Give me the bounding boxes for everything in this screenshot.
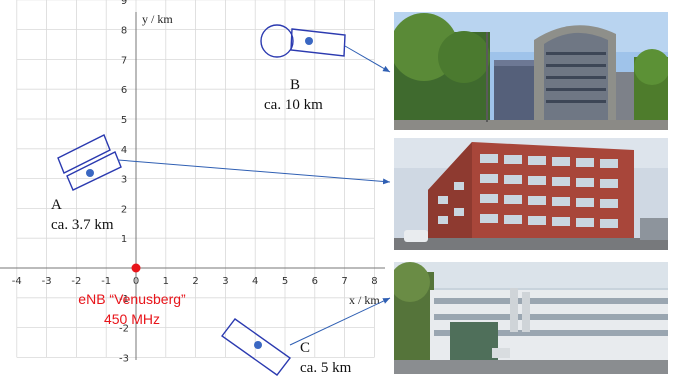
- x-tick-label: 6: [312, 276, 318, 287]
- y-tick-label: 1: [121, 234, 127, 245]
- x-tick-label: -3: [42, 276, 52, 287]
- y-tick-label: 7: [121, 55, 127, 66]
- y-tick-label: 6: [121, 85, 127, 96]
- y-tick-label: 8: [121, 26, 127, 37]
- site-b-rectangle: [290, 28, 346, 57]
- photo-site-c: [394, 262, 668, 374]
- y-tick-label: -2: [119, 324, 129, 335]
- site-b-point: [305, 37, 313, 45]
- y-axis-label: y / km: [142, 12, 173, 26]
- y-tick-label: -3: [119, 353, 129, 364]
- x-tick-label: 3: [222, 276, 228, 287]
- site-a-rectangle-lower: [66, 151, 122, 191]
- grid: [16, 0, 375, 358]
- curved-office-building-photo: [394, 12, 668, 130]
- origin-point: [131, 263, 141, 273]
- arrow-a-to-photo: [117, 159, 391, 185]
- x-tick-label: 1: [163, 276, 169, 287]
- y-tick-label: 3: [121, 175, 127, 186]
- x-tick-label: -1: [101, 276, 111, 287]
- arrow-b-to-photo: [344, 45, 391, 73]
- x-tick-label: 2: [192, 276, 198, 287]
- x-axis-label: x / km: [349, 293, 380, 307]
- site-c-rectangle: [221, 318, 291, 376]
- site-b: B ca. 10 km: [260, 24, 346, 113]
- y-tick-label: 4: [121, 145, 127, 156]
- y-tick-label: 2: [121, 204, 127, 215]
- y-tick-label: 5: [121, 115, 127, 126]
- site-b-circle: [260, 24, 294, 58]
- white-research-building-photo: [394, 262, 668, 374]
- site-b-distance: ca. 10 km: [264, 97, 323, 113]
- y-tick-label: -1: [119, 294, 129, 305]
- arrow-c-to-photo: [289, 297, 391, 346]
- y-tick-label: 9: [121, 0, 127, 7]
- origin-label-line2: 450 MHz: [104, 311, 160, 327]
- site-c: C ca. 5 km: [221, 318, 352, 376]
- x-tick-label: -4: [12, 276, 22, 287]
- site-a-letter: A: [51, 197, 62, 213]
- site-c-point: [254, 341, 262, 349]
- site-a: A ca. 3.7 km: [51, 134, 122, 233]
- x-tick-label: 8: [371, 276, 377, 287]
- site-a-point: [86, 169, 94, 177]
- photo-site-a: [394, 138, 668, 250]
- site-a-rectangle-upper: [57, 134, 111, 174]
- site-a-distance: ca. 3.7 km: [51, 217, 114, 233]
- x-tick-label: -2: [71, 276, 81, 287]
- photo-site-b: [394, 12, 668, 130]
- x-tick-label: 7: [341, 276, 347, 287]
- origin-label-line1: eNB “Venusberg”: [78, 291, 186, 307]
- site-b-letter: B: [290, 77, 300, 93]
- x-tick-label: 5: [282, 276, 288, 287]
- red-brick-office-building-photo: [394, 138, 668, 250]
- x-tick-label: 4: [252, 276, 258, 287]
- site-c-letter: C: [300, 340, 310, 356]
- site-c-distance: ca. 5 km: [300, 360, 352, 376]
